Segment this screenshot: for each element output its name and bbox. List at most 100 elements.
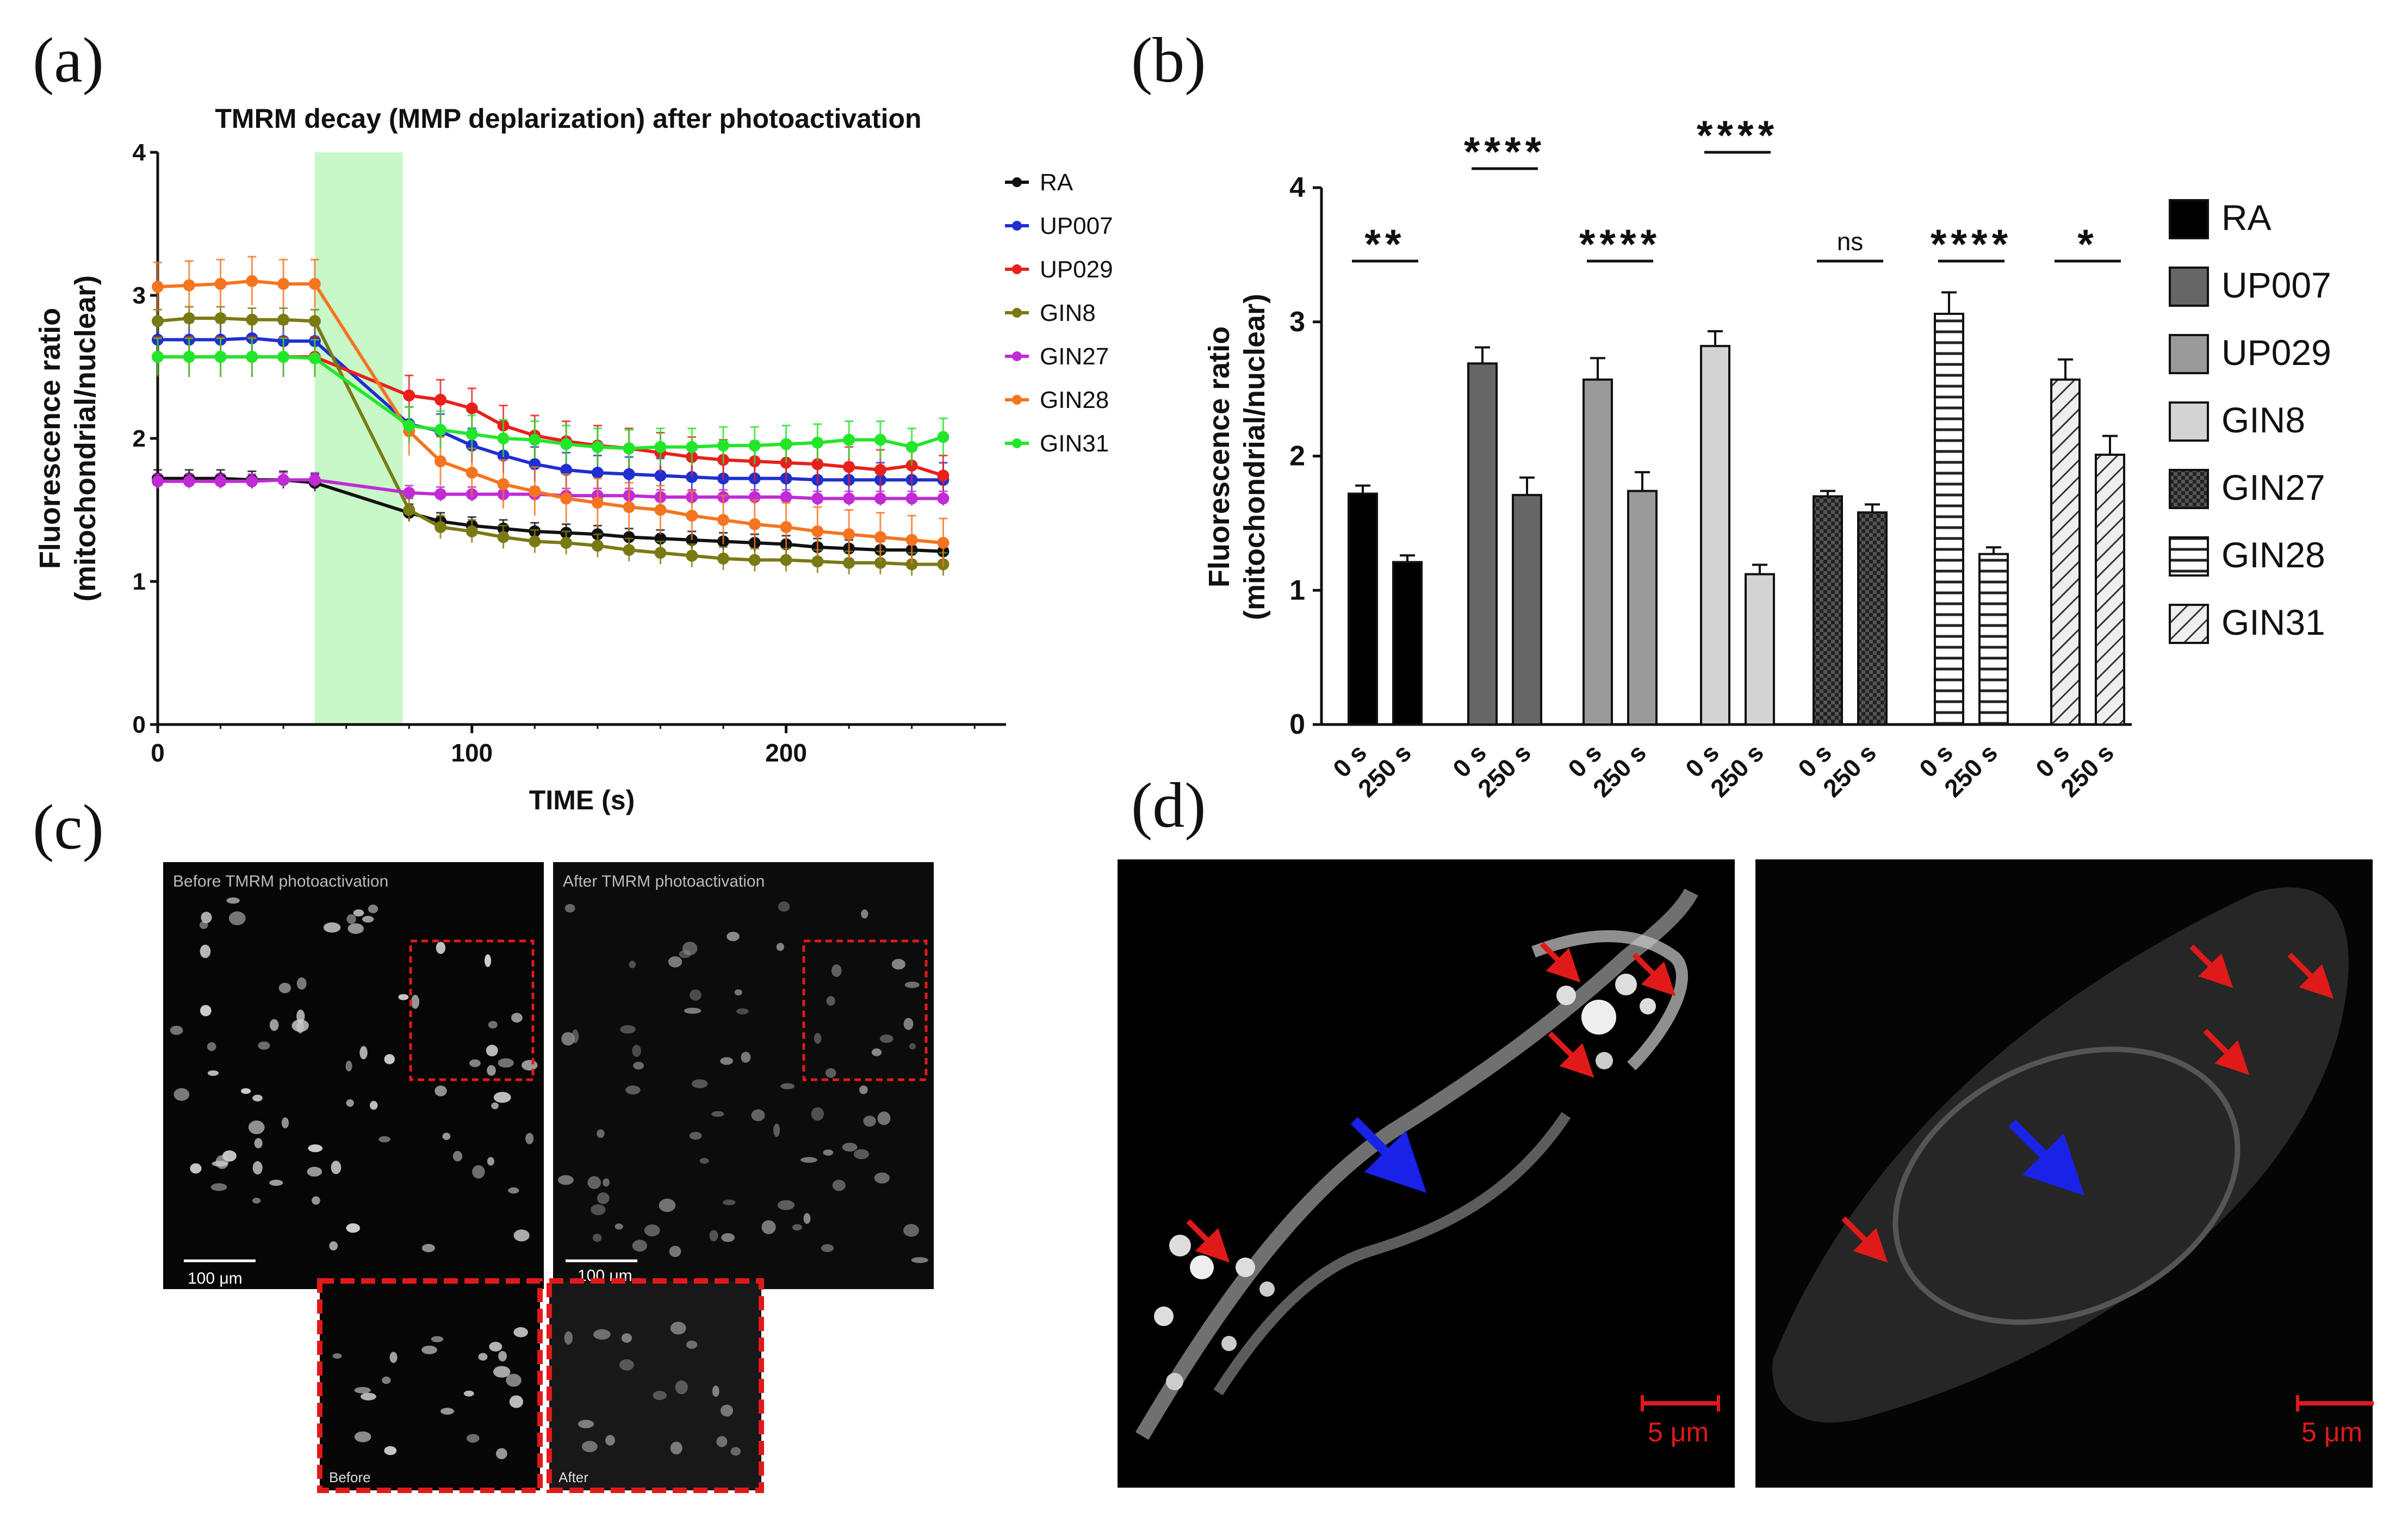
- red-arrow: [2189, 944, 2233, 988]
- cell: [644, 1224, 660, 1237]
- data-point: [214, 312, 227, 325]
- data-point: [686, 510, 698, 522]
- data-point: [560, 536, 573, 549]
- cell: [792, 1224, 802, 1231]
- x-tick-label: 250 s: [1472, 738, 1536, 802]
- bar: [1512, 494, 1542, 726]
- data-point: [277, 474, 290, 486]
- legend-label: RA: [1040, 169, 1073, 196]
- data-point: [905, 492, 918, 505]
- cell: [359, 1046, 368, 1060]
- cell: [269, 1179, 283, 1186]
- data-point: [623, 501, 635, 513]
- cell: [572, 1029, 579, 1043]
- cell: [436, 942, 446, 954]
- cell: [173, 1088, 190, 1101]
- legend-marker: [1012, 221, 1022, 231]
- inset-label-after: After: [558, 1469, 588, 1485]
- cell: [347, 923, 364, 934]
- cell: [712, 1385, 719, 1397]
- bar: [1813, 495, 1843, 726]
- y-tick-label: 0: [133, 711, 146, 738]
- cell: [709, 1230, 718, 1242]
- photoactivation-band: [314, 152, 403, 725]
- cell: [823, 1149, 834, 1156]
- cell: [603, 1178, 610, 1187]
- data-point: [717, 552, 729, 565]
- bar-group-gin8: [1700, 330, 1775, 726]
- data-point: [183, 312, 195, 325]
- cell: [509, 1395, 524, 1408]
- cell: [384, 1054, 395, 1064]
- inset-before: [317, 1278, 543, 1493]
- data-point: [277, 313, 290, 326]
- legend-b: RA UP007 UP029 GIN8 GIN27 GIN28 GIN31: [2169, 197, 2331, 644]
- y-tick-label: 3: [1289, 306, 1305, 338]
- cell: [389, 1352, 398, 1363]
- data-point: [843, 461, 855, 473]
- bar: [1745, 573, 1775, 726]
- data-point: [905, 441, 918, 453]
- cell: [736, 1008, 749, 1014]
- data-point: [623, 468, 635, 480]
- cell: [629, 961, 636, 969]
- data-point: [246, 475, 258, 487]
- series-gin27: [152, 472, 949, 506]
- image-after: [553, 862, 934, 1289]
- cell: [615, 1223, 623, 1230]
- cell: [557, 1175, 574, 1185]
- series-gin8: [152, 306, 949, 576]
- cell: [486, 1044, 498, 1057]
- cell: [670, 1322, 686, 1335]
- cell: [825, 1068, 836, 1078]
- data-point: [183, 351, 195, 363]
- x-tick-label: 250 s: [2055, 738, 2119, 802]
- data-point: [529, 434, 541, 446]
- legend-marker: [1012, 438, 1022, 448]
- cell: [689, 989, 702, 1001]
- cell: [201, 912, 212, 924]
- bar: [1627, 490, 1658, 726]
- cell: [684, 1007, 702, 1014]
- significance-label: ns: [1837, 227, 1864, 256]
- cell: [821, 1244, 834, 1252]
- cell: [734, 989, 742, 996]
- legend-label: GIN31: [1040, 430, 1109, 457]
- cell: [522, 1060, 538, 1071]
- data-point: [874, 463, 886, 476]
- cell: [720, 1057, 733, 1065]
- cell: [329, 1241, 338, 1250]
- cell: [511, 1013, 523, 1023]
- cell: [346, 1223, 361, 1233]
- cell: [248, 1120, 265, 1135]
- cell: [842, 1142, 858, 1152]
- data-point: [403, 389, 415, 402]
- data-point: [780, 491, 792, 503]
- data-point: [874, 492, 886, 505]
- bar: [1582, 378, 1613, 726]
- mitochondria-network: [1135, 888, 1698, 1440]
- panel-label-b: (b): [1131, 24, 1206, 96]
- cell: [619, 1359, 634, 1371]
- legend-label: GIN27: [2221, 467, 2325, 507]
- red-arrow: [1841, 1216, 1888, 1263]
- cell: [508, 1187, 519, 1194]
- bar-group-gin27: [1813, 490, 1888, 726]
- data-point: [937, 469, 949, 482]
- cell: [877, 1111, 891, 1125]
- data-point: [152, 351, 164, 363]
- legend-label: GIN8: [1040, 300, 1096, 326]
- cell: [252, 1094, 263, 1102]
- cell: [741, 1051, 751, 1063]
- x-tick-label: 0: [151, 739, 165, 767]
- cell: [452, 1150, 463, 1162]
- cell: [491, 1102, 499, 1110]
- cell: [382, 1376, 391, 1384]
- cell: [871, 1048, 882, 1056]
- cell: [307, 1167, 322, 1177]
- cell: [346, 1099, 354, 1107]
- scale-label-d-left: 5 μm: [1648, 1417, 1709, 1447]
- inset-label-before: Before: [329, 1469, 371, 1485]
- data-point: [152, 475, 164, 487]
- cell: [778, 901, 790, 912]
